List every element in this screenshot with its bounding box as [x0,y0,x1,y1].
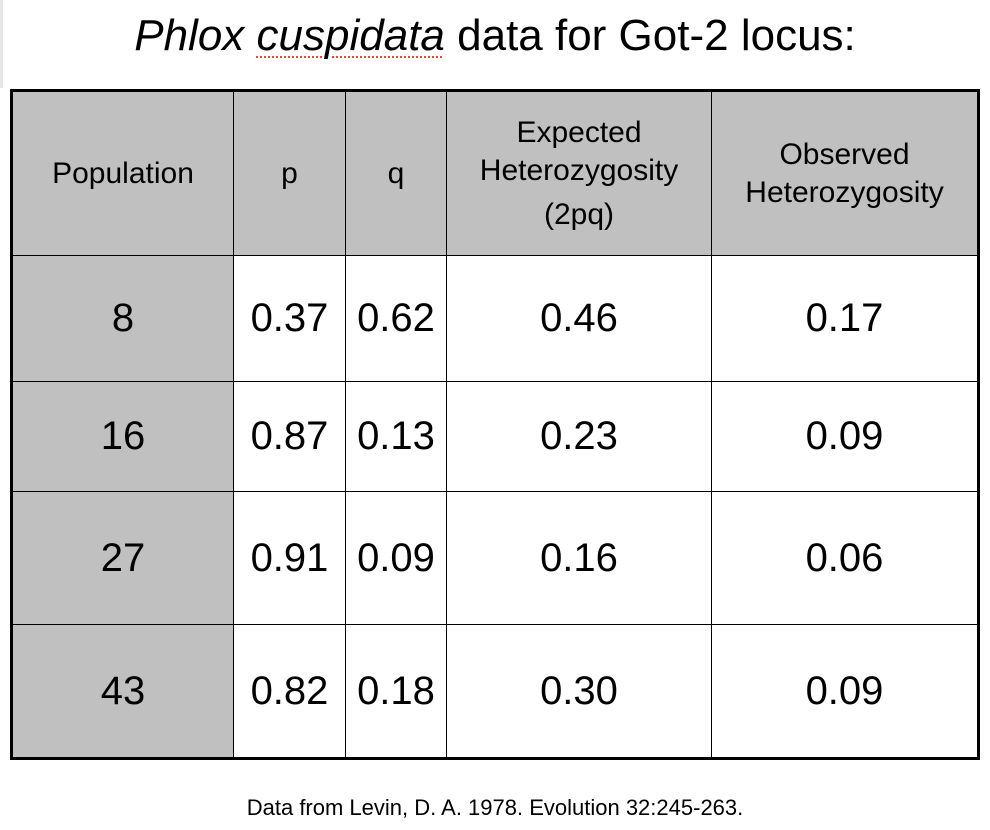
header-p: p [233,90,346,256]
header-row: Population p q Expected Heterozygosity (… [11,90,979,256]
header-expected-line1: Expected [516,115,642,149]
header-expected-line3: (2pq) [543,197,615,231]
cell-q: 0.09 [345,491,447,625]
cell-observed: 0.17 [711,255,979,382]
cell-observed: 0.09 [711,381,979,492]
header-observed-line1: Observed [779,137,910,171]
cell-p: 0.91 [233,491,346,625]
cell-expected: 0.16 [446,491,712,625]
source-footnote: Data from Levin, D. A. 1978. Evolution 3… [246,795,744,820]
cell-population: 16 [11,381,234,492]
header-observed-heterozygosity: Observed Heterozygosity [711,90,979,256]
cell-p: 0.82 [233,624,346,759]
header-expected-line2: Heterozygosity [479,153,679,187]
cell-expected: 0.46 [446,255,712,382]
cell-expected: 0.23 [446,381,712,492]
title-species: cuspidata [256,11,445,60]
table-row: 16 0.87 0.13 0.23 0.09 [11,381,979,492]
table-row: 8 0.37 0.62 0.46 0.17 [11,255,979,382]
header-q: q [345,90,447,256]
cell-p: 0.87 [233,381,346,492]
cell-q: 0.13 [345,381,447,492]
header-population: Population [11,90,234,256]
cell-population: 8 [11,255,234,382]
cell-population: 27 [11,491,234,625]
page-title: Phlox cuspidata data for Got-2 locus: [0,8,990,64]
table-row: 27 0.91 0.09 0.16 0.06 [11,491,979,625]
header-expected-heterozygosity: Expected Heterozygosity (2pq) [446,90,712,256]
cell-q: 0.62 [345,255,447,382]
cell-observed: 0.09 [711,624,979,759]
title-rest: data for Got-2 locus: [457,11,856,60]
window-edge [0,0,3,88]
header-observed-line2: Heterozygosity [745,175,944,209]
title-genus: Phlox [134,11,245,60]
data-table: Population p q Expected Heterozygosity (… [10,89,980,760]
cell-population: 43 [11,624,234,759]
cell-observed: 0.06 [711,491,979,625]
cell-p: 0.37 [233,255,346,382]
cell-expected: 0.30 [446,624,712,759]
table-row: 43 0.82 0.18 0.30 0.09 [11,624,979,759]
cell-q: 0.18 [345,624,447,759]
